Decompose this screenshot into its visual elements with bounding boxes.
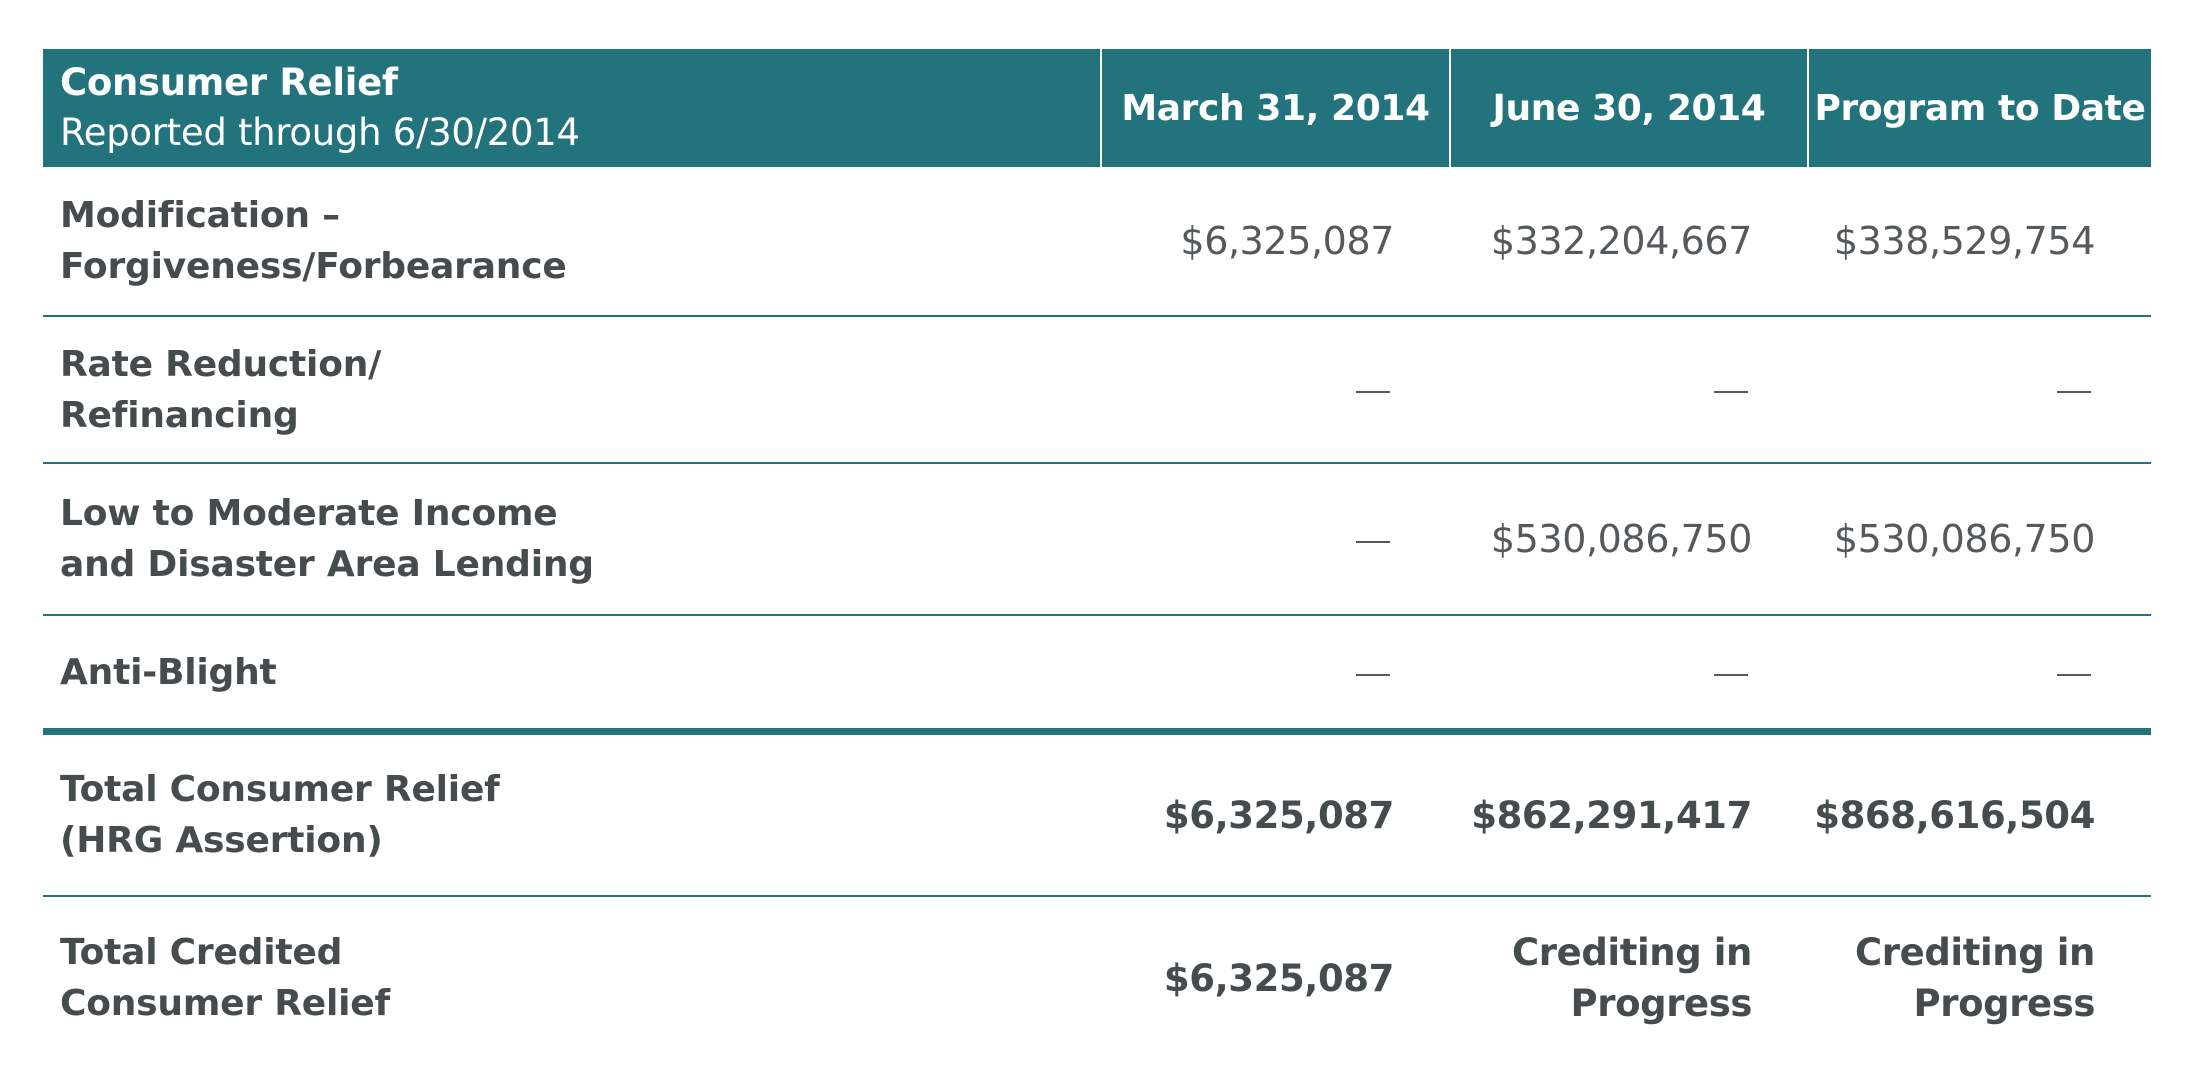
row-label-line: Rate Reduction/ [60,343,382,385]
row-label-low-moderate-income: Low to Moderate Income and Disaster Area… [43,463,1101,616]
total-value-cell: $6,325,087 [1101,731,1450,897]
row-label-line: Total Consumer Relief [60,769,500,810]
value-cell: $530,086,750 [1808,463,2151,616]
row-label-line: Forgiveness/Forbearance [60,246,567,287]
value-cell: $6,325,087 [1101,167,1450,317]
value-cell [1101,316,1450,464]
header-label-cell: Consumer Relief Reported through 6/30/20… [43,49,1101,167]
row-label-line: Consumer Relief [60,983,390,1024]
row-label-total-credited: Total Credited Consumer Relief [43,896,1101,1059]
row-label-anti-blight: Anti-Blight [43,615,1101,735]
em-dash-placeholder [1356,391,1390,393]
column-header-june-2014: June 30, 2014 [1449,49,1808,167]
total-value-cell: $862,291,417 [1450,731,1808,897]
em-dash-placeholder [1714,673,1748,676]
row-label-line: Refinancing [60,394,299,436]
row-label-line: Low to Moderate Income [60,493,558,534]
table-row-total: Total Consumer Relief (HRG Assertion) $6… [43,731,2151,897]
total-value-cell: $868,616,504 [1808,731,2151,897]
row-label-line: (HRG Assertion) [60,820,383,861]
em-dash-placeholder [1356,540,1390,543]
value-cell [1101,615,1450,735]
table-row: Anti-Blight [43,615,2151,735]
value-cell [1450,615,1808,735]
table-row-credited: Total Credited Consumer Relief $6,325,08… [43,896,2151,1059]
row-label-line: and Disaster Area Lending [60,544,594,585]
value-cell: $338,529,754 [1808,167,2151,317]
table-row: Low to Moderate Income and Disaster Area… [43,463,2151,616]
table-title: Consumer Relief [60,61,398,104]
credited-status-line: Progress [1570,982,1753,1025]
value-cell: $332,204,667 [1450,167,1808,317]
credited-status-line: Crediting in [1512,931,1752,974]
credited-status-line: Crediting in [1855,931,2095,974]
em-dash-placeholder [2057,391,2091,393]
table-subtitle: Reported through 6/30/2014 [60,111,580,154]
value-cell [1808,615,2151,735]
credited-status-line: Progress [1913,982,2096,1025]
column-header-program-to-date: Program to Date [1807,49,2151,167]
row-label-total-consumer-relief: Total Consumer Relief (HRG Assertion) [43,731,1101,897]
row-label-line: Modification – [60,195,340,236]
consumer-relief-table-container: Consumer Relief Reported through 6/30/20… [43,49,2151,1059]
value-cell [1808,316,2151,464]
value-cell: $530,086,750 [1450,463,1808,616]
em-dash-placeholder [2057,673,2091,676]
em-dash-placeholder [1356,673,1390,676]
table-row: Modification – Forgiveness/Forbearance $… [43,167,2151,317]
em-dash-placeholder [1714,391,1748,393]
value-cell [1450,316,1808,464]
consumer-relief-table: Consumer Relief Reported through 6/30/20… [43,49,2151,1059]
credited-status-cell: Crediting in Progress [1450,896,1808,1059]
row-label-line: Anti-Blight [60,651,277,693]
table-row: Rate Reduction/ Refinancing [43,316,2151,464]
row-label-rate-reduction: Rate Reduction/ Refinancing [43,316,1101,464]
column-header-march-2014: March 31, 2014 [1100,49,1450,167]
credited-value-cell: $6,325,087 [1163,956,1394,1000]
row-label-modification: Modification – Forgiveness/Forbearance [43,167,1101,317]
row-label-line: Total Credited [60,932,343,973]
credited-status-cell: Crediting in Progress [1808,896,2151,1059]
value-cell [1101,463,1450,616]
table-header-row: Consumer Relief Reported through 6/30/20… [43,49,2151,167]
